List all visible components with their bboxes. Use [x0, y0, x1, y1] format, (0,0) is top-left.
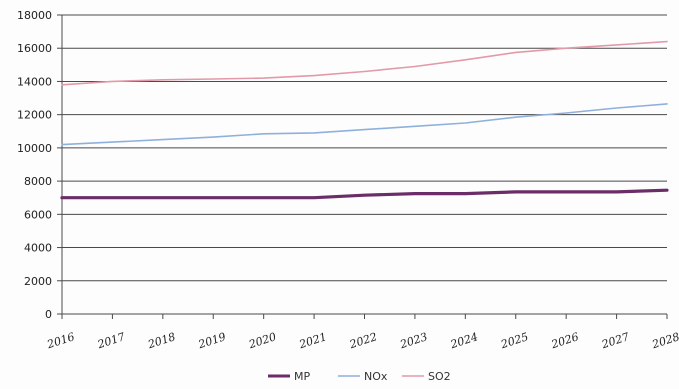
y-tick-label: 0: [45, 308, 52, 321]
x-tick-label: 2024: [448, 330, 480, 351]
series-lines: [60, 40, 669, 200]
series-line-mp: [60, 188, 669, 200]
y-tick-label: 8000: [24, 175, 52, 188]
grid-lines: [62, 14, 667, 315]
legend-label-mp: MP: [294, 370, 310, 383]
y-tick-label: 6000: [24, 208, 52, 221]
legend-label-so2: SO2: [428, 370, 451, 383]
legend: MP NOx SO2: [268, 370, 451, 383]
y-tick-label: 2000: [24, 275, 52, 288]
x-tick-label: 2022: [347, 330, 379, 351]
y-tick-label: 18000: [17, 9, 52, 22]
x-tick-label: 2023: [398, 330, 430, 351]
series-line-nox: [61, 103, 668, 146]
x-tick-label: 2027: [599, 330, 631, 351]
axes: [61, 15, 667, 315]
x-tick-label: 2021: [297, 330, 329, 351]
x-tick-label: 2019: [196, 330, 228, 351]
y-tick-label: 14000: [17, 75, 52, 88]
x-tick-label: 2028: [650, 330, 679, 351]
y-axis-ticks: 0 2000 4000 6000 8000 10000 12000 14000 16000 180…: [17, 9, 62, 321]
x-tick-label: 2020: [246, 330, 278, 351]
y-tick-label: 4000: [24, 242, 52, 255]
y-tick-label: 12000: [17, 109, 52, 122]
series-line-so2: [61, 40, 668, 86]
x-axis-ticks: 2016 2017 2018 2019 2020 2021 2022 2023 2024 2025…: [45, 314, 679, 351]
y-tick-label: 10000: [17, 142, 52, 155]
x-tick-label: 2017: [95, 330, 127, 351]
legend-label-nox: NOx: [364, 370, 388, 383]
x-tick-label: 2018: [145, 330, 177, 351]
x-tick-label: 2025: [498, 330, 530, 351]
x-tick-label: 2026: [549, 330, 581, 351]
x-tick-label: 2016: [45, 330, 77, 351]
y-tick-label: 16000: [17, 42, 52, 55]
